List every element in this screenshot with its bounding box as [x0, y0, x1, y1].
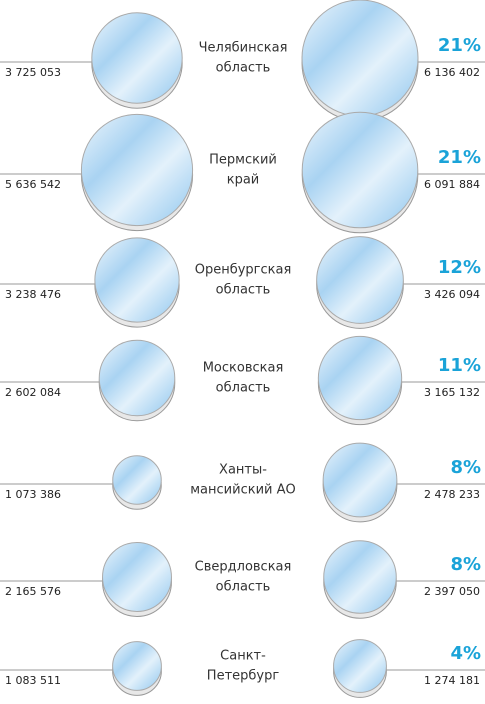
- coin: [317, 335, 403, 421]
- coin: [301, 0, 419, 117]
- region-name: Петербург: [207, 669, 280, 684]
- region-name: Московская: [203, 361, 284, 376]
- coin: [102, 542, 172, 612]
- coin: [323, 540, 397, 614]
- coin: [301, 111, 419, 229]
- right-value: 3 165 132: [424, 386, 480, 399]
- region-name: Ханты-: [219, 463, 267, 478]
- left-value: 3 238 476: [5, 288, 61, 301]
- coin: [112, 641, 162, 691]
- region-name: область: [216, 381, 271, 396]
- share: 21%: [438, 35, 481, 56]
- region-name: Челябинская: [199, 41, 288, 56]
- left-value: 5 636 542: [5, 178, 61, 191]
- region-name: Пермский: [209, 153, 277, 168]
- right-value: 1 274 181: [424, 674, 480, 687]
- right-value: 6 091 884: [424, 178, 480, 191]
- left-value: 2 165 576: [5, 585, 61, 598]
- share: 4%: [450, 643, 481, 664]
- coin: [91, 12, 183, 104]
- left-value: 1 073 386: [5, 488, 61, 501]
- region-name: область: [216, 61, 271, 76]
- coin: [316, 236, 404, 324]
- region-name: Санкт-: [220, 649, 266, 664]
- coin: [322, 442, 398, 518]
- share: 12%: [438, 257, 481, 278]
- left-value: 3 725 053: [5, 66, 61, 79]
- left-value: 2 602 084: [5, 386, 61, 399]
- share: 11%: [438, 355, 481, 376]
- region-name: область: [216, 580, 271, 595]
- share: 8%: [450, 554, 481, 575]
- region-name: Оренбургская: [195, 263, 292, 278]
- region-name: край: [227, 173, 260, 188]
- coin: [80, 113, 194, 227]
- share: 21%: [438, 147, 481, 168]
- coin: [94, 237, 180, 323]
- coin: [98, 339, 176, 417]
- right-value: 6 136 402: [424, 66, 480, 79]
- region-name: область: [216, 283, 271, 298]
- region-name: мансийский АО: [190, 483, 295, 498]
- right-value: 2 478 233: [424, 488, 480, 501]
- coin: [333, 639, 387, 693]
- right-value: 2 397 050: [424, 585, 480, 598]
- share: 8%: [450, 457, 481, 478]
- right-value: 3 426 094: [424, 288, 480, 301]
- left-value: 1 083 511: [5, 674, 61, 687]
- coin: [112, 455, 162, 505]
- region-name: Свердловская: [195, 560, 292, 575]
